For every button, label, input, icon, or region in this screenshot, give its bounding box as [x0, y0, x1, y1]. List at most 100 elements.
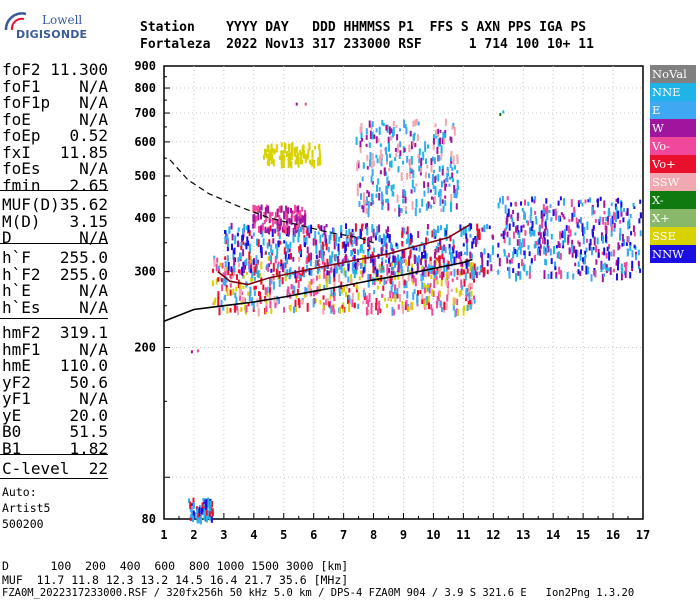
echo-mark: [246, 236, 249, 242]
echo-mark: [345, 237, 348, 247]
echo-mark: [266, 242, 269, 249]
echo-mark: [374, 266, 377, 271]
echo-point: [196, 349, 199, 353]
echo-mark: [607, 216, 609, 222]
echo-mark: [512, 209, 515, 215]
echo-mark: [440, 301, 443, 307]
echo-mark: [628, 218, 631, 226]
echo-mark: [233, 257, 236, 266]
profile-curve: [163, 258, 473, 323]
echo-mark: [274, 228, 277, 234]
echo-mark: [370, 160, 373, 169]
echo-mark: [433, 260, 436, 267]
echo-mark: [292, 236, 295, 243]
echo-mark: [268, 294, 271, 302]
echo-mark: [518, 232, 521, 238]
echo-mark: [277, 261, 280, 267]
echo-mark: [586, 221, 589, 230]
echo-mark: [348, 237, 351, 243]
echo-mark: [530, 258, 533, 264]
echo-mark: [591, 206, 594, 216]
echo-mark: [610, 251, 613, 257]
echo-mark: [594, 219, 597, 223]
echo-mark: [391, 248, 394, 251]
echo-mark: [403, 279, 406, 286]
echo-mark: [294, 160, 297, 165]
echo-mark: [337, 260, 340, 265]
echo-mark: [205, 510, 208, 516]
echo-mark: [209, 505, 212, 513]
echo-mark: [557, 241, 560, 248]
echo-mark: [294, 204, 297, 213]
echo-mark: [405, 127, 408, 135]
echo-mark: [417, 255, 420, 264]
echo-mark: [432, 138, 435, 145]
echo-mark: [232, 254, 235, 260]
echo-mark: [434, 252, 436, 259]
echo-mark: [478, 271, 481, 276]
echo-mark: [446, 294, 449, 302]
param-name: foF1: [2, 76, 41, 96]
echo-mark: [408, 144, 411, 153]
echo-mark: [505, 227, 508, 231]
echo-mark: [333, 234, 336, 242]
echo-mark: [308, 159, 311, 164]
echo-mark: [544, 221, 547, 227]
echo-mark: [391, 292, 394, 299]
echo-mark: [365, 306, 368, 316]
echo-mark: [542, 231, 545, 240]
echo-mark: [291, 284, 294, 290]
echo-mark: [380, 247, 383, 254]
echo-mark: [435, 129, 438, 136]
param-row-ye: yE 20.0: [2, 406, 108, 425]
echo-mark: [617, 242, 620, 251]
echo-mark: [398, 207, 401, 217]
echo-mark: [407, 263, 409, 273]
echo-mark: [385, 124, 388, 131]
echo-mark: [603, 211, 606, 215]
echo-mark: [432, 270, 434, 275]
echo-mark: [437, 191, 440, 198]
echo-mark: [224, 261, 227, 268]
echo-mark: [236, 232, 239, 237]
echo-mark: [558, 266, 561, 275]
echo-mark: [432, 174, 435, 181]
echo-mark: [439, 197, 442, 206]
echo-mark: [479, 265, 482, 271]
echo-mark: [438, 267, 441, 276]
echo-mark: [333, 294, 336, 301]
echo-mark: [418, 155, 421, 164]
echo-mark: [386, 124, 389, 133]
echo-mark: [248, 230, 251, 236]
echo-mark: [401, 259, 404, 264]
echo-mark: [387, 180, 390, 186]
echo-mark: [543, 270, 546, 279]
echo-mark: [217, 265, 220, 272]
echo-mark: [389, 153, 391, 158]
echo-mark: [247, 303, 250, 307]
echo-mark: [492, 235, 495, 240]
echo-mark: [333, 279, 336, 288]
echo-mark: [534, 216, 537, 220]
echo-mark: [416, 257, 419, 266]
echo-mark: [420, 258, 422, 265]
echo-mark: [365, 143, 368, 147]
echo-mark: [557, 251, 560, 259]
echo-mark: [282, 161, 285, 168]
echo-mark: [558, 243, 561, 248]
echo-mark: [421, 198, 424, 207]
echo-mark: [232, 249, 235, 255]
echo-mark: [402, 160, 405, 165]
echo-mark: [546, 239, 549, 248]
echo-mark: [443, 138, 446, 144]
echo-mark: [315, 240, 318, 247]
echo-mark: [422, 151, 425, 161]
echo-mark: [524, 199, 526, 206]
echo-mark: [210, 508, 213, 514]
echo-mark: [451, 125, 454, 130]
echo-mark: [513, 247, 515, 255]
echo-mark: [599, 196, 602, 201]
echo-mark: [340, 264, 343, 274]
echo-mark: [367, 191, 370, 197]
echo-mark: [617, 197, 620, 204]
